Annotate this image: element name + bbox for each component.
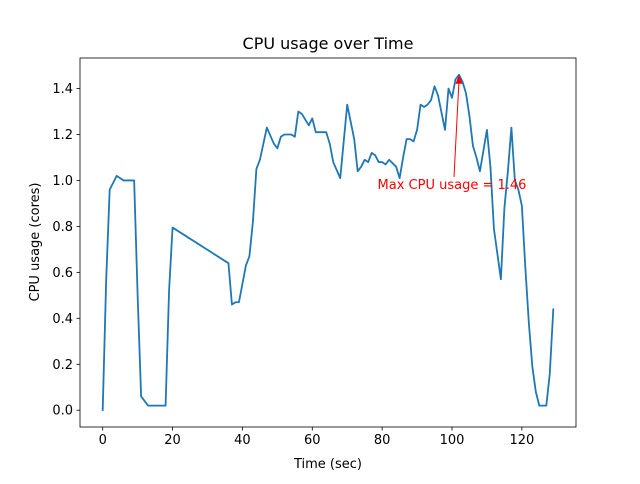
y-tick-label: 0.8 xyxy=(52,220,73,235)
y-axis-label: CPU usage (cores) xyxy=(28,183,43,302)
y-axis-ticks: 0.0 0.2 0.4 0.6 0.8 1.0 1.2 1.4 xyxy=(52,82,80,419)
y-tick-label: 0.0 xyxy=(52,404,73,419)
y-tick-label: 0.6 xyxy=(52,266,73,281)
max-annotation-arrowhead xyxy=(455,74,463,84)
x-axis-label: Time (sec) xyxy=(293,457,362,472)
x-tick-label: 20 xyxy=(164,433,181,448)
x-tick-label: 0 xyxy=(99,433,107,448)
x-tick-label: 80 xyxy=(374,433,391,448)
y-tick-label: 1.2 xyxy=(52,128,73,143)
x-tick-label: 120 xyxy=(509,433,534,448)
y-tick-label: 1.0 xyxy=(52,174,73,189)
x-tick-label: 60 xyxy=(304,433,321,448)
x-tick-label: 40 xyxy=(234,433,251,448)
y-tick-label: 1.4 xyxy=(52,82,73,97)
x-axis-ticks: 0 20 40 60 80 100 120 xyxy=(99,427,534,448)
y-tick-label: 0.2 xyxy=(52,358,73,373)
max-annotation-arrow xyxy=(453,80,460,178)
chart-title: CPU usage over Time xyxy=(243,34,414,53)
plot-area-frame xyxy=(79,57,577,428)
y-tick-label: 0.4 xyxy=(52,312,73,327)
x-tick-label: 100 xyxy=(440,433,465,448)
max-annotation-label: Max CPU usage = 1.46 xyxy=(378,178,527,193)
cpu-usage-series-line xyxy=(101,73,555,412)
